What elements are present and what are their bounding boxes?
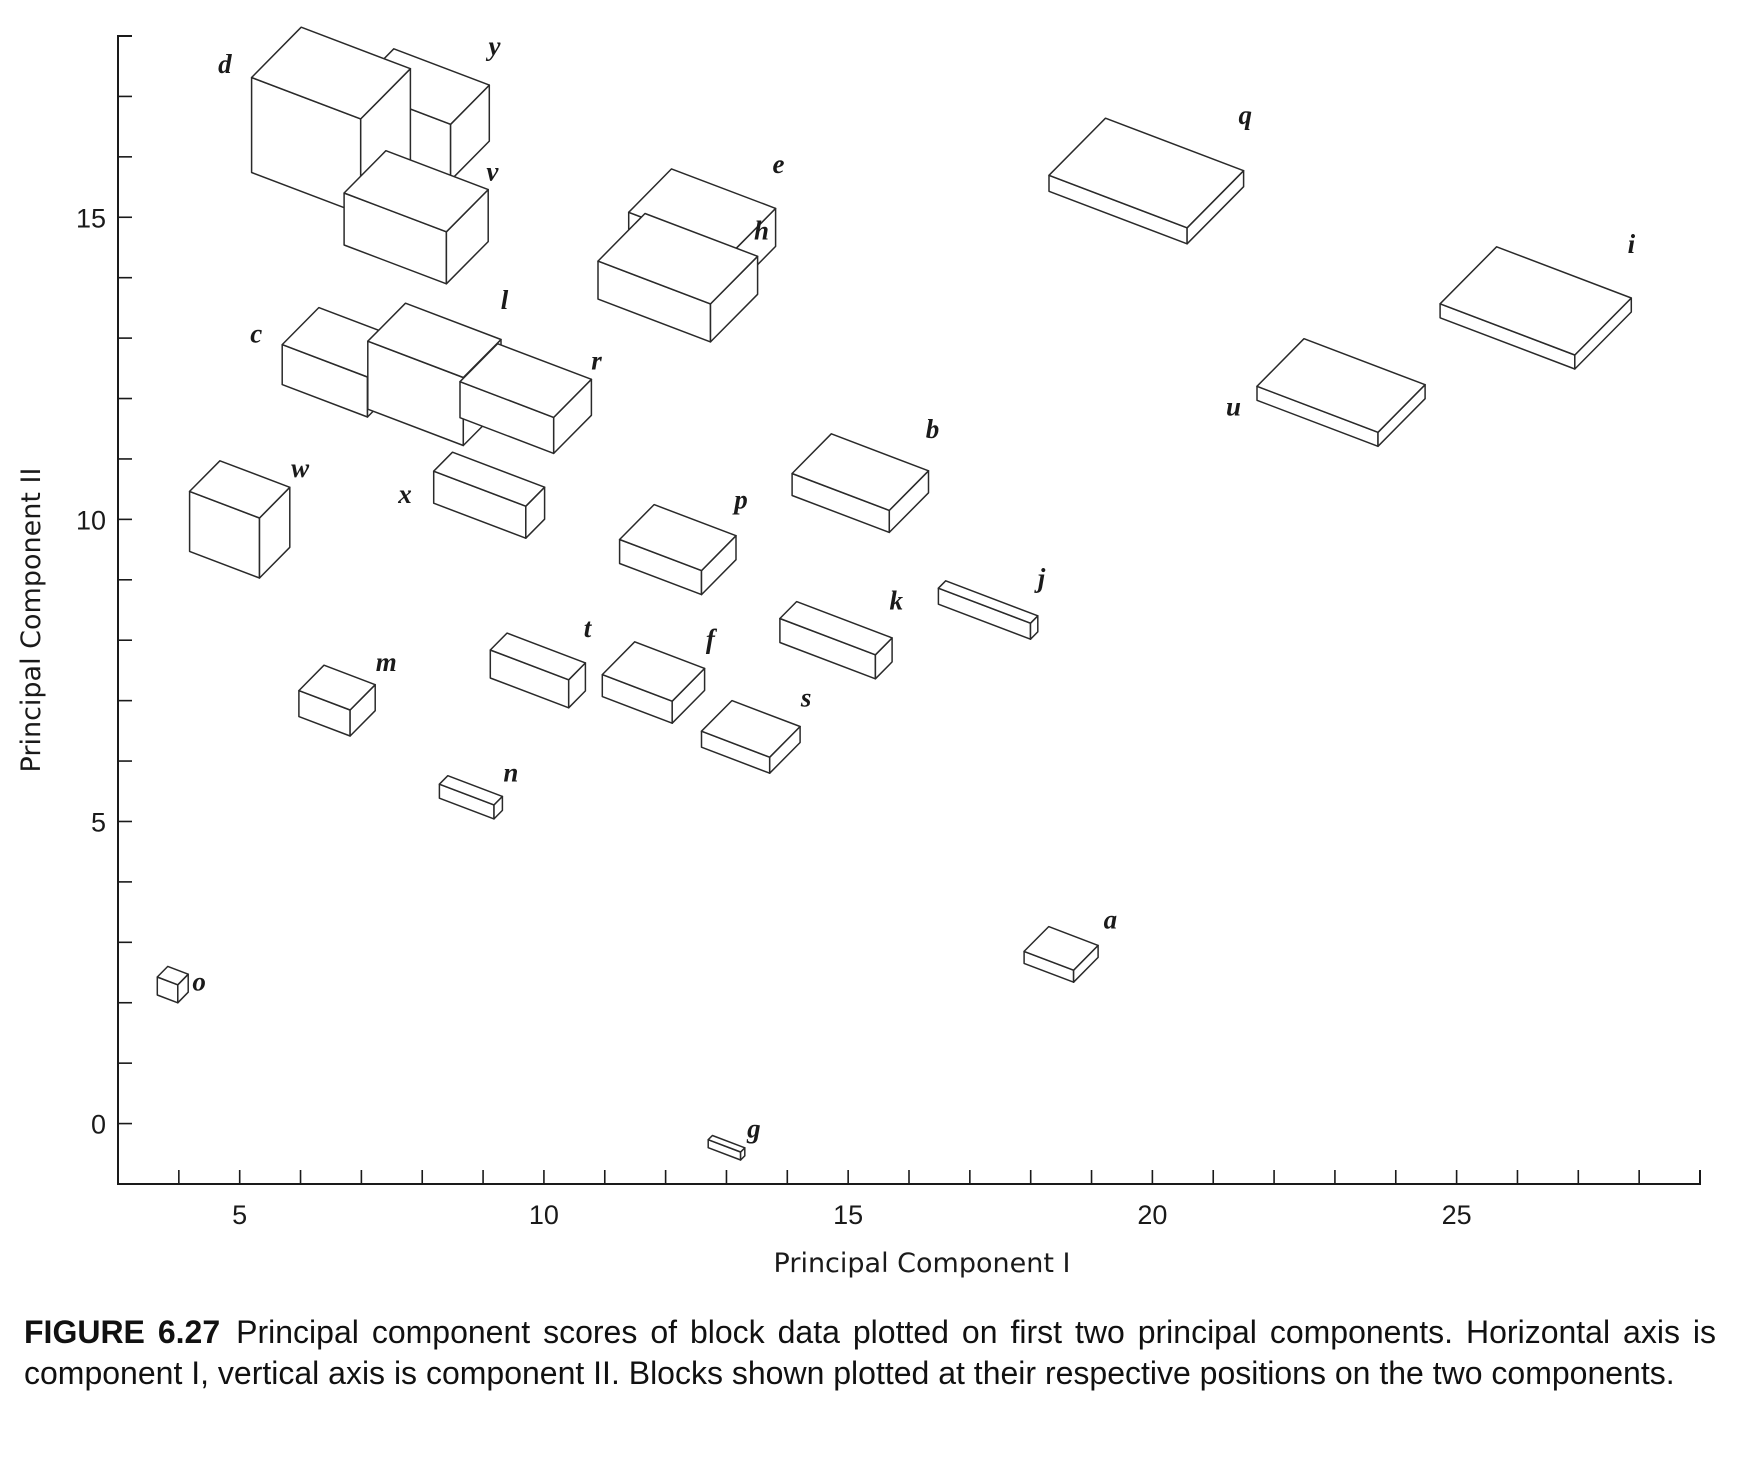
block-label: s <box>800 683 812 713</box>
block-label: r <box>591 346 602 376</box>
block-label: d <box>218 49 232 79</box>
block-v <box>343 149 489 285</box>
block-s <box>700 699 801 774</box>
y-tick-label: 0 <box>91 1110 106 1140</box>
block-top-face <box>1023 925 1099 971</box>
block-top-face <box>298 664 376 711</box>
block-top-face <box>937 580 1039 624</box>
y-tick-label: 10 <box>76 505 106 535</box>
block-top-face <box>156 965 189 986</box>
block-scatter-chart: 5 10 15 20 25 0 5 10 15 y d q v e h i c l u r b x w p j k t f m s n a o… <box>16 26 1701 1279</box>
block-r <box>459 342 593 455</box>
block-label: v <box>486 157 499 187</box>
block-top-face <box>489 632 587 681</box>
block-label: p <box>732 485 748 515</box>
caption-text: Principal component scores of block data… <box>24 1314 1717 1391</box>
block-label: u <box>1226 392 1241 422</box>
block-top-face <box>343 149 489 233</box>
block-label: c <box>250 318 262 348</box>
block-label: y <box>486 31 502 61</box>
y-axis-title: Principal Component II <box>16 468 47 773</box>
block-label: x <box>397 479 412 509</box>
block-p <box>618 503 737 596</box>
block-label: h <box>754 216 769 246</box>
block-a <box>1023 925 1099 983</box>
block-top-face <box>432 451 546 507</box>
block-label: q <box>1239 100 1253 130</box>
block-top-face <box>367 302 502 379</box>
block-top-face <box>700 699 801 758</box>
block-top-face <box>597 212 759 305</box>
block-label: m <box>376 647 397 677</box>
block-h <box>597 212 759 343</box>
block-label: k <box>890 586 904 616</box>
block-top-face <box>1439 246 1633 356</box>
block-top-face <box>250 26 412 120</box>
block-label: i <box>1628 229 1636 259</box>
block-f <box>601 641 706 724</box>
x-tick-label: 10 <box>529 1200 559 1230</box>
block-top-face <box>707 1134 746 1153</box>
figure-number: FIGURE 6.27 <box>24 1314 221 1350</box>
block-n <box>438 774 504 820</box>
block-d <box>250 26 412 215</box>
block-top-face <box>1256 337 1426 434</box>
block-label: b <box>926 414 940 444</box>
block-i <box>1439 246 1633 370</box>
x-axis-title: Principal Component I <box>774 1248 1071 1279</box>
block-top-face <box>601 641 706 702</box>
x-tick-label: 15 <box>833 1200 863 1230</box>
x-tick-label: 20 <box>1137 1200 1167 1230</box>
block-markers <box>156 26 1633 1161</box>
block-label: l <box>501 285 509 315</box>
block-w <box>188 460 291 579</box>
block-label: w <box>291 453 310 483</box>
y-tick-label: 15 <box>76 203 106 233</box>
block-label: f <box>706 624 718 654</box>
block-label: n <box>503 758 518 788</box>
block-top-face <box>779 600 893 656</box>
block-t <box>489 632 587 709</box>
block-b <box>791 433 930 534</box>
x-tick-label: 25 <box>1442 1200 1472 1230</box>
block-o <box>156 965 189 1004</box>
block-label: g <box>746 1114 761 1144</box>
axes: 5 10 15 20 25 0 5 10 15 <box>76 35 1701 1230</box>
figure-caption: FIGURE 6.27 Principal component scores of… <box>24 1312 1716 1394</box>
block-j <box>937 580 1039 640</box>
block-top-face <box>459 342 593 419</box>
block-label: a <box>1104 905 1118 935</box>
block-q <box>1048 117 1245 245</box>
block-label: t <box>584 613 593 643</box>
block-label: j <box>1034 563 1046 593</box>
block-top-face <box>188 460 291 519</box>
block-top-face <box>1048 117 1245 229</box>
block-m <box>298 664 376 737</box>
block-label: o <box>192 966 206 996</box>
block-top-face <box>438 774 504 806</box>
block-labels: y d q v e h i c l u r b x w p j k t f m s n a o g <box>192 31 1635 1144</box>
block-top-face <box>618 503 737 572</box>
block-top-face <box>791 433 930 512</box>
block-g <box>707 1134 746 1161</box>
block-x <box>432 451 546 539</box>
x-tick-label: 5 <box>232 1200 247 1230</box>
block-label: e <box>773 149 785 179</box>
block-u <box>1256 337 1426 448</box>
block-k <box>779 600 893 680</box>
y-tick-label: 5 <box>91 807 106 837</box>
